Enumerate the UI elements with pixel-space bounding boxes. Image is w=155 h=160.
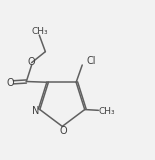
Text: Cl: Cl — [87, 56, 96, 66]
Text: O: O — [6, 78, 14, 88]
Text: O: O — [28, 56, 35, 67]
Text: CH₃: CH₃ — [98, 107, 115, 116]
Text: O: O — [59, 126, 67, 136]
Text: N: N — [32, 106, 39, 116]
Text: CH₃: CH₃ — [32, 27, 48, 36]
